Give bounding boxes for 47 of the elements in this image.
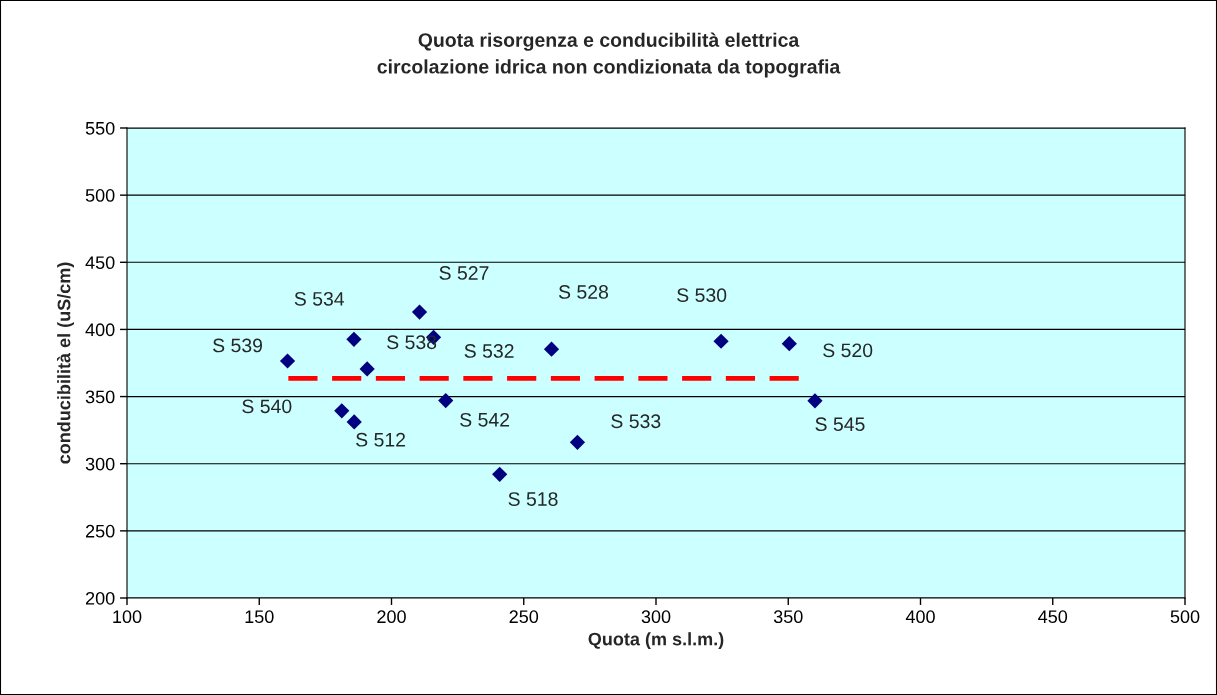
x-tick-label: 450 <box>1038 610 1068 624</box>
y-tick-label: 250 <box>85 524 115 538</box>
annotation: S 520 <box>823 343 873 358</box>
point <box>334 403 350 419</box>
x-tick-label: 500 <box>1170 610 1200 624</box>
y-tick-label: 200 <box>85 591 115 605</box>
chart-title: Quota risorgenza e conducibilità elettrica circolazione idrica non condizionata da topografia <box>377 32 841 78</box>
x-axis-title: Quota (m s.l.m.) <box>588 632 724 650</box>
y-tick-label: 400 <box>85 323 115 337</box>
point <box>279 353 296 369</box>
annotation: S 512 <box>356 432 406 447</box>
x-tick-label: 400 <box>905 610 935 624</box>
x-tick-label: 350 <box>773 610 803 624</box>
point <box>411 304 428 320</box>
point <box>807 393 823 409</box>
point <box>569 434 586 450</box>
point <box>781 336 797 352</box>
x-tick-label: 200 <box>377 610 406 624</box>
y-tick-label: 300 <box>85 457 115 471</box>
annotation: S 540 <box>242 399 292 414</box>
y-tick-label: 350 <box>85 390 115 404</box>
annotation: S 534 <box>294 291 345 306</box>
y-tick-label: 500 <box>85 189 115 202</box>
annotation: S 532 <box>464 344 514 358</box>
annotation: S 527 <box>439 266 489 280</box>
y-tick-label: 550 <box>85 121 115 135</box>
x-tick-label: 250 <box>509 610 539 624</box>
annotation: S 518 <box>508 492 558 506</box>
x-tick-label: 300 <box>641 610 671 624</box>
annotation: S 528 <box>558 285 609 299</box>
point <box>346 414 362 430</box>
point <box>713 333 729 349</box>
y-tick-label: 450 <box>85 256 115 270</box>
annotation: S 539 <box>213 338 263 353</box>
annotation: S 530 <box>677 288 727 303</box>
x-tick-label: 150 <box>245 610 274 624</box>
point <box>438 392 454 409</box>
point <box>359 361 375 377</box>
y-axis-title: conducibilità el (uS/cm) <box>56 262 74 464</box>
annotation: S 545 <box>815 417 865 432</box>
point <box>492 466 508 482</box>
annotation: S 538 <box>387 335 437 350</box>
point <box>543 341 560 357</box>
point <box>346 331 362 347</box>
annotation: S 542 <box>460 412 510 427</box>
annotation: S 533 <box>611 414 661 429</box>
x-tick-label: 100 <box>113 610 142 624</box>
